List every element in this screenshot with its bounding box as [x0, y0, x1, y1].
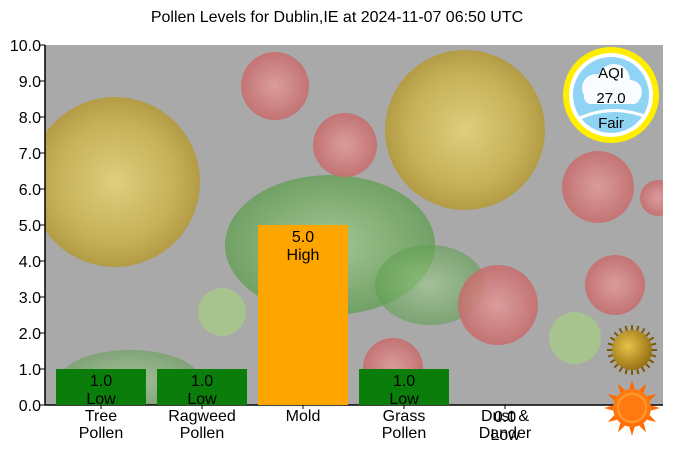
bar-value-label: 0.0 [494, 409, 516, 426]
aqi-status: Fair [598, 115, 624, 132]
y-tick-label: 4.0 [19, 254, 41, 271]
y-tick-label: 10.0 [10, 38, 41, 55]
x-tick-label: Grass [383, 408, 426, 425]
y-tick-label: 9.0 [19, 74, 41, 91]
x-tick-label: Pollen [79, 425, 123, 442]
bar [56, 369, 146, 405]
bar-level-label: Low [86, 391, 116, 408]
x-tick-label: Dander [479, 425, 532, 442]
x-tick-label: Pollen [180, 425, 224, 442]
x-tick-label: Tree [85, 408, 117, 425]
y-tick-label: 6.0 [19, 182, 41, 199]
x-tick-label: Mold [286, 408, 321, 425]
y-tick-label: 2.0 [19, 326, 41, 343]
y-tick-labels: 0.0 1.0 2.0 3.0 4.0 5.0 6.0 7.0 8.0 9.0 10.0 [10, 38, 45, 415]
bar [157, 369, 247, 405]
bar-level-label: Low [490, 427, 520, 444]
sun-icon [604, 380, 660, 436]
x-tick-label: Ragweed [168, 408, 236, 425]
y-tick-label: 0.0 [19, 398, 41, 415]
bar-value-label: 5.0 [292, 229, 314, 246]
bar-level-label: High [287, 247, 320, 264]
bar-value-label: 1.0 [90, 373, 112, 390]
y-tick-label: 3.0 [19, 290, 41, 307]
cloud-icon [582, 64, 642, 104]
aqi-value: 27.0 [596, 90, 625, 107]
pollen-grain-icon [607, 325, 657, 375]
y-tick-label: 5.0 [19, 218, 41, 235]
aqi-label: AQI [598, 65, 624, 82]
chart-title: Pollen Levels for Dublin,IE at 2024-11-0… [151, 9, 523, 26]
bar [359, 369, 449, 405]
bar-level-label: Low [187, 391, 217, 408]
y-tick-label: 1.0 [19, 362, 41, 379]
bar-value-label: 1.0 [393, 373, 415, 390]
aqi-badge: AQI 27.0 Fair [563, 47, 659, 143]
x-tick-label: Dust & [481, 408, 529, 425]
x-tick-label: Pollen [382, 425, 426, 442]
bar [258, 225, 348, 405]
y-tick-label: 8.0 [19, 110, 41, 127]
bar-level-label: Low [389, 391, 419, 408]
bar-value-label: 1.0 [191, 373, 213, 390]
y-tick-label: 7.0 [19, 146, 41, 163]
